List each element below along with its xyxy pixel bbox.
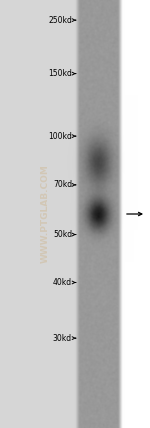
Text: 40kd: 40kd <box>53 278 72 287</box>
Text: 50kd: 50kd <box>53 230 72 239</box>
Text: 30kd: 30kd <box>53 333 72 343</box>
Text: 100kd: 100kd <box>48 131 72 141</box>
Text: 70kd: 70kd <box>53 180 72 190</box>
Text: WWW.PTGLAB.COM: WWW.PTGLAB.COM <box>40 164 50 264</box>
Text: 150kd: 150kd <box>48 69 72 78</box>
Text: 250kd: 250kd <box>48 15 72 25</box>
